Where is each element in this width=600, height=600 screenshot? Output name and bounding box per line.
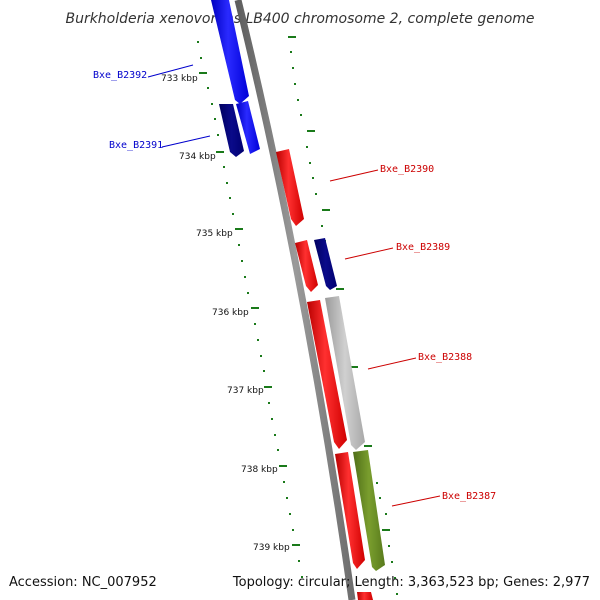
gene-bxe-b2389-reverse-feature[interactable]: [314, 238, 337, 290]
gene-bxe-b2387-green-feature[interactable]: [353, 450, 385, 571]
kbp-label: 734 kbp: [179, 152, 216, 162]
reverse-strand-genes: [211, 0, 260, 157]
gene-label-bxe-b2387[interactable]: Bxe_B2387: [442, 491, 496, 502]
topology-text: Topology: circular; Length: 3,363,523 bp…: [232, 575, 590, 590]
gene-bxe-b2391-arrow-left[interactable]: [219, 104, 244, 157]
gene-label-bxe-b2391[interactable]: Bxe_B2391: [109, 140, 163, 151]
gene-bxe-b2390-arrow[interactable]: [276, 149, 304, 226]
gene-label-bxe-b2390[interactable]: Bxe_B2390: [380, 164, 434, 175]
gene-bxe-b2388-grey-feature[interactable]: [325, 296, 365, 450]
accession-text: Accession: NC_007952: [9, 575, 157, 590]
gene-bxe-b2388-arrow[interactable]: [307, 300, 347, 449]
gene-bxe-b2391-arrow-right[interactable]: [236, 101, 260, 154]
gene-bxe-b2389-arrow[interactable]: [295, 240, 318, 292]
gene-bxe-b2392-arrow[interactable]: [211, 0, 249, 104]
gene-next-arrow[interactable]: [357, 592, 373, 600]
forward-strand-genes: [276, 149, 385, 600]
outer-scale-ticks: [288, 36, 398, 595]
gene-labels: Bxe_B2392 Bxe_B2391 Bxe_B2390 Bxe_B2389 …: [93, 70, 496, 502]
kbp-label: 736 kbp: [212, 308, 249, 318]
gene-bxe-b2387-arrow[interactable]: [335, 452, 365, 569]
kbp-label: 735 kbp: [196, 229, 233, 239]
kbp-label: 737 kbp: [227, 386, 264, 396]
kbp-scale: 733 kbp 734 kbp 735 kbp 736 kbp 737 kbp …: [161, 74, 290, 553]
gene-label-bxe-b2389[interactable]: Bxe_B2389: [396, 242, 450, 253]
gene-label-bxe-b2388[interactable]: Bxe_B2388: [418, 352, 472, 363]
gene-label-bxe-b2392[interactable]: Bxe_B2392: [93, 70, 147, 81]
kbp-label: 733 kbp: [161, 74, 198, 84]
genome-backbone: [234, 0, 356, 600]
kbp-label: 738 kbp: [241, 465, 278, 475]
map-title: Burkholderia xenovorans LB400 chromosome…: [65, 11, 534, 27]
label-leaders: [147, 64, 441, 507]
inner-scale-ticks: [197, 41, 303, 578]
kbp-label: 739 kbp: [253, 543, 290, 553]
